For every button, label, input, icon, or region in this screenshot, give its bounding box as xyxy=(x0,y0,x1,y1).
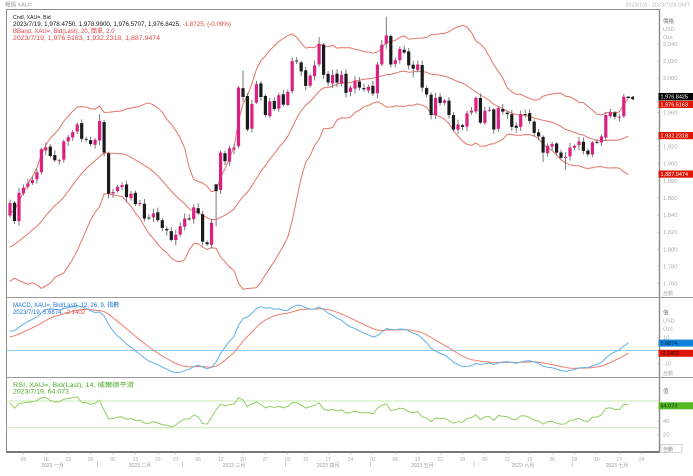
svg-text:自動: 自動 xyxy=(663,290,673,297)
svg-text:23: 23 xyxy=(65,457,71,463)
svg-text:2023 五月: 2023 五月 xyxy=(411,463,434,469)
svg-text:2023 三月: 2023 三月 xyxy=(223,463,246,469)
svg-text:08: 08 xyxy=(393,457,399,463)
svg-text:1,780: 1,780 xyxy=(663,264,678,270)
svg-text:09: 09 xyxy=(21,457,27,463)
svg-text:Cndl, XAU=, Bid: Cndl, XAU=, Bid xyxy=(13,15,51,21)
svg-text:值: 值 xyxy=(663,309,669,317)
svg-text:1,887.9474: 1,887.9474 xyxy=(661,172,689,178)
svg-text:2023/1/4 - 2023/7/28 GMT: 2023/1/4 - 2023/7/28 GMT xyxy=(625,3,690,9)
svg-text:10: 10 xyxy=(303,457,309,463)
svg-text:MACD, XAU=, Bid(Last), 12, 26: MACD, XAU=, Bid(Last), 12, 26, 9, 指數 xyxy=(13,301,119,309)
svg-text:2023 六月: 2023 六月 xyxy=(512,462,535,469)
svg-text:1,800: 1,800 xyxy=(663,247,678,253)
svg-text:1,960: 1,960 xyxy=(663,110,678,116)
svg-text:10: 10 xyxy=(594,457,600,463)
svg-text:1,920: 1,920 xyxy=(663,145,678,151)
svg-text:2023/7/19, 5.6874, -2.1402: 2023/7/19, 5.6874, -2.1402 xyxy=(13,310,86,316)
svg-text:1,976.8425: 1,976.8425 xyxy=(661,95,689,101)
svg-text:1,860: 1,860 xyxy=(663,196,678,202)
svg-text:22: 22 xyxy=(437,457,443,463)
svg-text:2,000: 2,000 xyxy=(663,76,678,82)
svg-text:1,932.2318: 1,932.2318 xyxy=(661,134,689,140)
svg-text:1,880: 1,880 xyxy=(663,179,678,185)
svg-text:USD: USD xyxy=(663,27,675,33)
svg-text:RSI, XAU=, Bid(Last), 14, 威爾德: RSI, XAU=, Bid(Last), 14, 威爾德平滑 xyxy=(13,381,134,389)
svg-text:2023/7/19, 1,978.4750, 1,978.9: 2023/7/19, 1,978.4750, 1,978.9900, 1,976… xyxy=(13,22,231,28)
svg-text:USD: USD xyxy=(663,319,675,325)
svg-text:BBand, XAU=, Bid(Last), 20, 簡: BBand, XAU=, Bid(Last), 20, 簡單, 2.0 xyxy=(13,27,115,35)
svg-text:報價 XAU=: 報價 XAU= xyxy=(5,1,32,9)
svg-text:2023 七月: 2023 七月 xyxy=(606,462,629,469)
svg-text:2023 一月: 2023 一月 xyxy=(41,463,64,469)
svg-text:27: 27 xyxy=(173,457,179,463)
svg-text:29: 29 xyxy=(460,457,466,463)
svg-text:1,820: 1,820 xyxy=(663,230,678,236)
svg-text:24: 24 xyxy=(348,457,354,463)
svg-text:05: 05 xyxy=(482,457,488,463)
svg-text:06: 06 xyxy=(195,457,201,463)
svg-text:12: 12 xyxy=(505,457,511,463)
svg-text:2023 二月: 2023 二月 xyxy=(129,463,152,469)
svg-text:價格: 價格 xyxy=(663,17,675,25)
svg-text:26: 26 xyxy=(549,457,555,463)
svg-text:2,020: 2,020 xyxy=(663,59,678,65)
svg-text:值: 值 xyxy=(663,387,669,395)
svg-text:20: 20 xyxy=(663,433,669,439)
svg-text:-2.1402: -2.1402 xyxy=(661,351,680,357)
svg-text:5.6874: 5.6874 xyxy=(661,341,678,347)
svg-text:Ozs: Ozs xyxy=(663,35,673,41)
svg-text:-10: -10 xyxy=(663,362,671,368)
svg-text:2023/7/19, 1,976.5163, 1,932.2: 2023/7/19, 1,976.5163, 1,932.2318, 1,887… xyxy=(13,36,161,42)
svg-text:自動: 自動 xyxy=(663,370,673,377)
svg-text:20: 20 xyxy=(155,457,161,463)
svg-text:24: 24 xyxy=(639,457,645,463)
svg-text:1,760: 1,760 xyxy=(663,282,678,288)
svg-text:1,840: 1,840 xyxy=(663,213,678,219)
svg-text:06: 06 xyxy=(110,457,116,463)
svg-text:自動: 自動 xyxy=(663,446,673,453)
svg-text:2,040: 2,040 xyxy=(663,42,678,48)
svg-text:1,976.5163: 1,976.5163 xyxy=(661,102,689,108)
svg-text:Ozs: Ozs xyxy=(663,327,673,333)
svg-text:2023 四月: 2023 四月 xyxy=(317,463,340,469)
svg-text:27: 27 xyxy=(263,457,269,463)
svg-text:30: 30 xyxy=(88,457,94,463)
svg-text:1,900: 1,900 xyxy=(663,162,678,168)
svg-text:64.073: 64.073 xyxy=(661,404,678,410)
svg-text:40: 40 xyxy=(663,419,669,425)
svg-text:2023/7/19, 64.073: 2023/7/19, 64.073 xyxy=(13,390,70,396)
